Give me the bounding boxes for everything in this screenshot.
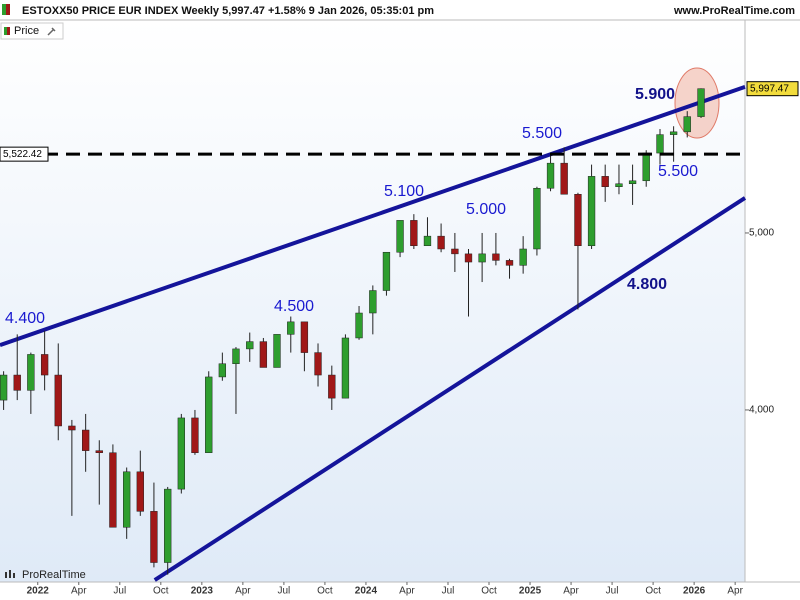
- candle-body: [191, 417, 199, 453]
- plot: 5,522.42 4.400 4.500 5.100 5.000 5.500 5.900 5.…: [0, 85, 747, 582]
- candle-body: [314, 352, 322, 376]
- candle-body: [369, 290, 377, 314]
- logo: [5, 570, 15, 578]
- candle-body: [683, 116, 691, 133]
- candle-body: [533, 187, 541, 250]
- x-tick-label: 2025: [519, 586, 542, 597]
- candle-body: [656, 134, 664, 154]
- candle-body: [382, 251, 391, 291]
- annotation: 5.000: [466, 201, 506, 218]
- candle-body: [601, 176, 609, 187]
- x-tick-label: Jul: [442, 586, 455, 597]
- y-tick-label: 4,000: [749, 405, 774, 416]
- icon: [2, 4, 6, 15]
- legend-label: Price: [14, 25, 39, 37]
- legend-box[interactable]: [0, 22, 64, 40]
- x-tick-label: Apr: [727, 586, 743, 597]
- candle-body: [560, 162, 568, 195]
- legend-icon: [7, 27, 10, 35]
- candle-body: [136, 471, 144, 512]
- x-tick-label: 2023: [191, 586, 214, 597]
- candle-body: [164, 488, 172, 563]
- x-tick-label: Apr: [235, 586, 251, 597]
- x-tick-label: 2026: [683, 586, 706, 597]
- y-tick-label: 5,000: [749, 228, 774, 239]
- candle-body: [505, 260, 514, 266]
- candle-body: [437, 235, 445, 250]
- annotation: 4.800: [627, 276, 667, 293]
- candle-body: [27, 354, 35, 391]
- candle-body: [492, 253, 500, 261]
- annotation: 4.500: [274, 298, 314, 315]
- candle-body: [68, 425, 76, 431]
- candle-body: [328, 374, 336, 399]
- annotation: 5.900: [635, 86, 675, 103]
- candle-body: [628, 180, 637, 185]
- candle-body: [40, 354, 49, 376]
- annotation: 5.500: [522, 125, 562, 142]
- x-tick-label: Oct: [645, 586, 661, 597]
- annotation: 5.100: [384, 183, 424, 200]
- candle-body: [123, 471, 131, 528]
- candle-body: [464, 253, 473, 263]
- annotation: 4.400: [5, 310, 45, 327]
- candle-body: [519, 248, 527, 266]
- candle-body: [423, 235, 432, 247]
- candle-body: [396, 220, 404, 253]
- candle-body: [574, 194, 582, 247]
- icon: [6, 4, 10, 15]
- level-label-box: [0, 146, 49, 162]
- candle-body: [642, 152, 650, 182]
- candle-body: [587, 176, 596, 247]
- x-tick-label: Oct: [317, 586, 333, 597]
- watermark: ProRealTime: [22, 569, 86, 581]
- candle-body: [669, 131, 678, 135]
- candle-body: [150, 511, 158, 563]
- candle-body: [232, 348, 240, 364]
- candle-body: [13, 374, 21, 391]
- x-tick-label: Oct: [153, 586, 169, 597]
- candle-body: [341, 337, 350, 399]
- header-site: www.ProRealTime.com: [673, 5, 795, 17]
- candle-body: [546, 162, 555, 189]
- candle-body: [410, 220, 418, 247]
- candle-body: [355, 312, 363, 339]
- candle-body: [300, 321, 309, 353]
- candle-body: [54, 374, 62, 427]
- x-tick-label: 2024: [355, 586, 378, 597]
- legend-icon: [4, 27, 7, 35]
- x-tick-label: Oct: [481, 586, 497, 597]
- trendline: [153, 196, 747, 582]
- x-tick-label: Apr: [71, 586, 87, 597]
- last-price-label: 5,997.47: [750, 83, 789, 94]
- candle-body: [0, 374, 8, 401]
- candle-body: [259, 341, 268, 368]
- x-tick-label: Jul: [277, 586, 290, 597]
- candle-body: [95, 450, 103, 453]
- candle-body: [246, 341, 254, 350]
- x-tick-label: Apr: [399, 586, 415, 597]
- x-tick-label: 2022: [27, 586, 50, 597]
- candle-body: [451, 248, 459, 255]
- level-label: 5,522.42: [3, 149, 42, 160]
- candle-body: [109, 452, 117, 528]
- candle-body: [478, 253, 486, 263]
- candle-body: [273, 334, 281, 368]
- candle-body: [287, 321, 295, 335]
- trendline: [0, 85, 746, 347]
- candle-body: [177, 417, 185, 490]
- candle-body: [615, 183, 623, 187]
- x-tick-label: Jul: [606, 586, 619, 597]
- last-price-box: [746, 81, 799, 97]
- candle-body: [205, 376, 213, 453]
- x-tick-label: Apr: [563, 586, 579, 597]
- candle-body: [218, 363, 227, 378]
- annotation: 5.500: [658, 163, 698, 180]
- candle-body: [697, 88, 705, 117]
- candle-body: [82, 429, 90, 451]
- settings-icon[interactable]: [47, 27, 56, 36]
- header-title: ESTOXX50 PRICE EUR INDEX Weekly 5,997.47…: [22, 5, 434, 17]
- x-tick-label: Jul: [113, 586, 126, 597]
